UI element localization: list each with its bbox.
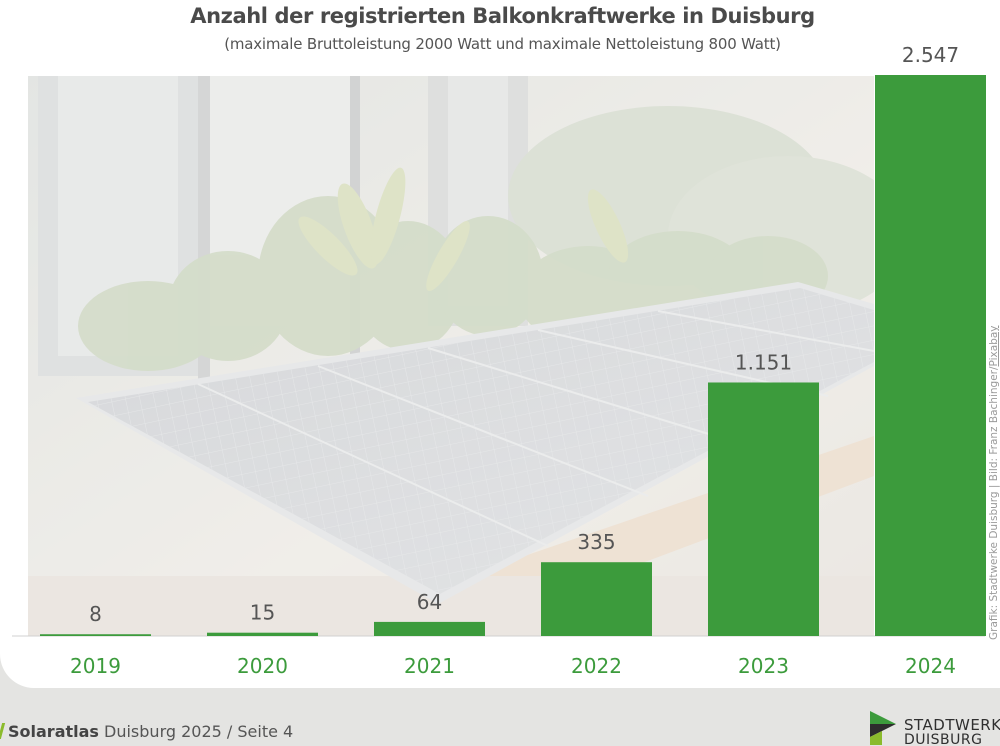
stadtwerke-logo: STADTWERKE DUISBURG: [868, 710, 1000, 746]
category-label-2024: 2024: [905, 654, 956, 678]
value-label-2020: 15: [250, 601, 275, 625]
bar-2020: [207, 632, 318, 636]
footer-brand: Solaratlas Duisburg 2025 / Seite 4: [0, 722, 293, 741]
photo-credit-text: Grafik: Stadtwerke Duisburg | Bild: Fran…: [988, 366, 1000, 640]
category-label-2023: 2023: [738, 654, 789, 678]
bar-2023: [708, 382, 819, 636]
balcony-solar-photo: [28, 76, 874, 636]
bar-2021: [374, 621, 485, 636]
value-label-2024: 2.547: [902, 43, 959, 67]
logo-line-1: STADTWERKE: [904, 716, 1000, 734]
category-label-2020: 2020: [237, 654, 288, 678]
stadtwerke-logo-icon: [870, 711, 896, 745]
footer-brand-name: Solaratlas: [8, 722, 99, 741]
value-label-2021: 64: [417, 590, 442, 614]
photo-credit-source-link[interactable]: Pixabay: [988, 325, 1000, 367]
stadtwerke-logo-text: STADTWERKE DUISBURG: [904, 718, 1000, 746]
value-label-2022: 335: [577, 530, 615, 554]
chart-subtitle: (maximale Bruttoleistung 2000 Watt und m…: [224, 35, 781, 53]
balcony-solar-illustration: [28, 76, 874, 636]
value-label-2019: 8: [89, 602, 102, 626]
photo-credit: Grafik: Stadtwerke Duisburg | Bild: Fran…: [988, 326, 1000, 641]
category-label-2019: 2019: [70, 654, 121, 678]
brand-mark-icon: [0, 723, 6, 739]
bar-2022: [541, 562, 652, 636]
bar-2024: [875, 75, 986, 636]
bar-2019: [40, 634, 151, 636]
footer-page-number: / Seite 4: [221, 722, 294, 741]
chart-title: Anzahl der registrierten Balkonkraftwerk…: [190, 4, 815, 28]
category-label-2022: 2022: [571, 654, 622, 678]
logo-line-2: DUISBURG: [904, 732, 983, 746]
category-label-2021: 2021: [404, 654, 455, 678]
footer-brand-edition: Duisburg 2025: [98, 722, 222, 741]
value-label-2023: 1.151: [735, 350, 792, 374]
bar-chart: 8 15 64 335 1.151 2.547 2019 2020 2021 2022 2023 2…: [12, 43, 986, 678]
